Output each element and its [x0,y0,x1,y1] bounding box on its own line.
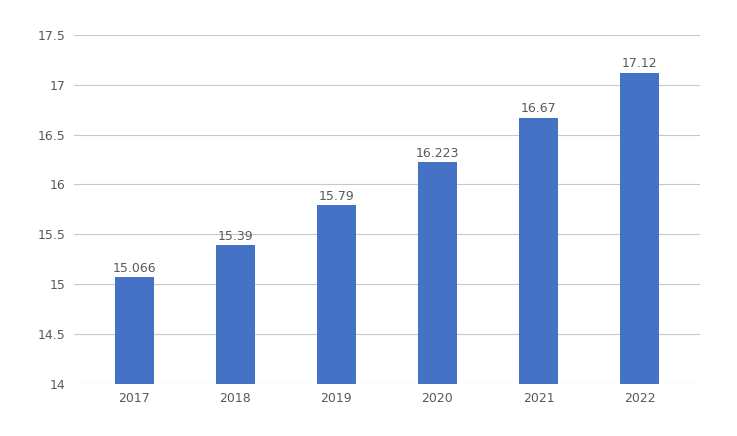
Text: 16.67: 16.67 [520,102,556,115]
Text: 17.12: 17.12 [622,57,657,70]
Bar [419,162,457,436]
Bar [520,118,558,436]
Text: 16.223: 16.223 [416,146,459,160]
Text: 15.066: 15.066 [113,262,156,275]
Bar [317,205,355,436]
Bar [216,245,254,436]
Bar [115,277,153,436]
Text: 15.39: 15.39 [217,230,254,243]
Text: 15.79: 15.79 [318,190,354,203]
Bar [621,73,659,436]
